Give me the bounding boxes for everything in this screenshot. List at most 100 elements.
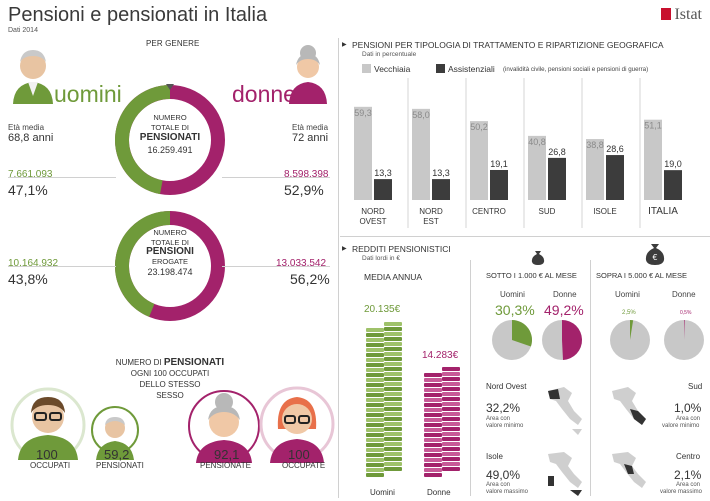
bar-category-label: EST	[423, 217, 439, 226]
income-coin	[442, 452, 460, 456]
pensionati-man-avatar-icon	[91, 406, 139, 460]
income-coin	[384, 412, 402, 416]
pensionati-m-value: 59,2	[104, 447, 130, 462]
donut1-label: NUMERO TOTALE DI PENSIONATI 16.259.491	[139, 113, 201, 155]
income-coin	[442, 397, 460, 401]
income-coin	[366, 408, 384, 412]
income-coin	[366, 373, 384, 377]
donut2-label: NUMERO TOTALE DI PENSIONI EROGATE 23.198…	[146, 228, 194, 277]
income-coin	[366, 428, 384, 432]
income-coin	[442, 422, 460, 426]
income-coin	[424, 383, 442, 387]
isole-value: 49,0%	[486, 468, 521, 482]
sopra-uomini-value: 2,5%	[622, 310, 636, 316]
income-coin	[424, 378, 442, 382]
woman-avatar-icon	[289, 45, 327, 104]
bar-vecchiaia	[644, 119, 662, 200]
sotto-1000-title: SOTTO I 1.000 € AL MESE	[486, 271, 577, 280]
income-coin	[366, 463, 384, 467]
occupate-f-value: 100	[288, 447, 310, 462]
income-coin	[366, 368, 384, 372]
money-bag-small-icon	[531, 251, 545, 265]
income-coin	[442, 462, 460, 466]
income-coin	[366, 348, 384, 352]
income-coin	[366, 398, 384, 402]
media-annua-label: MEDIA ANNUA	[364, 272, 423, 282]
bar-vecchiaia	[528, 135, 546, 200]
income-coin	[424, 473, 442, 477]
logo-text: Istat	[674, 6, 702, 23]
media-donne-value: 14.283€	[422, 350, 459, 361]
bar-chart-pensioni: 59,313,3NORDOVEST58,013,3NORDEST50,219,1…	[354, 78, 682, 228]
bar-vecchiaia	[412, 108, 430, 200]
pensionate-woman-avatar-icon	[188, 390, 260, 463]
redditi-arrow-icon: ▶	[342, 246, 347, 252]
nord-ovest-desc-2: valore minimo	[486, 423, 524, 429]
bar-assistenziali	[606, 155, 624, 200]
sopra-donne-value: 0,5%	[680, 310, 692, 316]
income-coin	[442, 377, 460, 381]
eta-media-uomini: 68,8 anni	[8, 132, 54, 144]
donut1-uomini-arc	[115, 85, 171, 195]
bar-section-title: PENSIONI PER TIPOLOGIA DI TRATTAMENTO E …	[352, 40, 664, 50]
income-coin	[384, 452, 402, 456]
income-coin	[366, 383, 384, 387]
income-coin	[424, 393, 442, 397]
pensioni-uomini-num: 10.164.932	[8, 258, 59, 269]
income-coin	[442, 407, 460, 411]
donut2-right-line	[222, 266, 330, 267]
income-coin	[366, 333, 384, 337]
bar-category-label: CENTRO	[472, 207, 506, 216]
italy-map-sud-icon	[612, 387, 646, 425]
income-coin	[384, 402, 402, 406]
income-coin	[442, 442, 460, 446]
income-coin	[424, 428, 442, 432]
nord-ovest-name: Nord Ovest	[486, 382, 527, 391]
income-coin	[366, 393, 384, 397]
pie-sotto-donne-slice	[562, 320, 582, 360]
income-coin	[424, 418, 442, 422]
pensionati-donne-num: 8.598.398	[284, 169, 329, 180]
pie-sopra-donne-slice	[684, 320, 685, 340]
income-coin	[442, 402, 460, 406]
donut2-left-line	[8, 266, 116, 267]
donut-pensioni	[115, 211, 225, 321]
pensionati-uomini-pct: 47,1%	[8, 182, 48, 198]
bar-vecchiaia-label: 58,0	[412, 110, 430, 120]
bar-category-label: ITALIA	[648, 206, 678, 217]
svg-text:€: €	[652, 253, 657, 262]
pensionate-f-value: 92,1	[214, 447, 240, 462]
eta-media-donne: 72 anni	[292, 132, 329, 144]
redditi-note: Dati lordi in €	[362, 255, 400, 262]
income-coin	[384, 372, 402, 376]
income-coin	[384, 392, 402, 396]
bar-assistenziali-label: 19,1	[490, 159, 508, 169]
bar-vecchiaia-label: 38,8	[586, 140, 604, 150]
bar-assistenziali	[664, 170, 682, 200]
per100-caption: NUMERO DI PENSIONATI OGNI 100 OCCUPATI D…	[115, 357, 225, 400]
income-coin	[366, 433, 384, 437]
occupati-m-label: OCCUPATI	[30, 461, 71, 470]
donut1-pointer-icon	[166, 84, 174, 90]
pensionati-donne-pct: 52,9%	[284, 182, 324, 198]
donut2-uomini-arc	[115, 211, 171, 317]
income-coin	[442, 447, 460, 451]
bar-assistenziali-label: 13,3	[374, 168, 392, 178]
media-donne-label: Donne	[427, 488, 451, 497]
isole-name: Isole	[486, 452, 503, 461]
bar-vecchiaia	[586, 139, 604, 200]
bar-assistenziali	[432, 179, 450, 200]
pensionati-m-label: PENSIONATI	[96, 461, 144, 470]
pie-sotto-uomini	[492, 320, 532, 360]
italy-map-isole-icon	[548, 452, 582, 496]
income-coin	[424, 443, 442, 447]
sud-desc-2: valore minimo	[662, 423, 700, 429]
nord-ovest-value: 32,2%	[486, 401, 521, 415]
occupate-woman-avatar-icon	[259, 386, 335, 463]
pensioni-uomini-pct: 43,8%	[8, 271, 48, 287]
bar-vecchiaia	[470, 121, 488, 200]
eta-media-uomini-label: Età media	[8, 123, 45, 132]
income-coin	[384, 347, 402, 351]
income-coin	[384, 322, 402, 326]
sotto-uomini-label: Uomini	[500, 290, 525, 299]
